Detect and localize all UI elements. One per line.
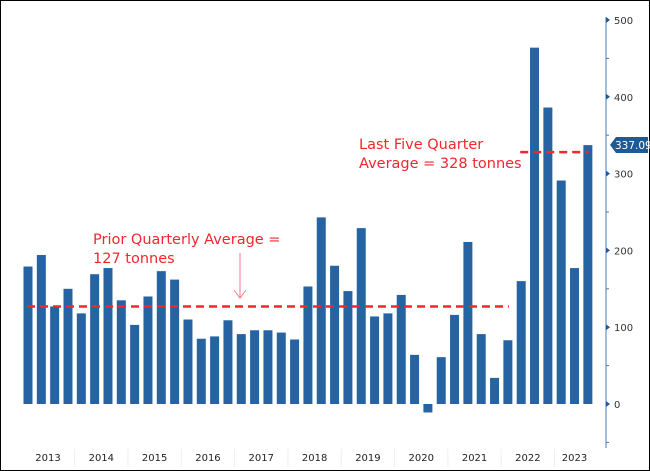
bar-2013Q1 <box>23 266 33 404</box>
x-tick-label: 2017 <box>249 453 274 464</box>
y-tick-arrow <box>606 401 610 407</box>
bar-2018Q1 <box>290 339 300 404</box>
bar-2016Q1 <box>183 319 193 404</box>
bar-2020Q1 <box>396 294 406 404</box>
y-tick-label: 500 <box>614 16 633 27</box>
bar-2014Q3 <box>103 268 113 404</box>
y-tick-arrow <box>606 17 610 23</box>
last-five-annotation-line2: Average = 328 tonnes <box>359 156 522 172</box>
bar-2019Q3 <box>370 316 380 404</box>
bar-2021Q3 <box>476 334 486 404</box>
bar-2016Q2 <box>196 338 206 404</box>
bar-2017Q3 <box>263 330 273 404</box>
x-tick-label: 2013 <box>35 453 60 464</box>
bar-2014Q2 <box>90 274 100 404</box>
x-tick-label: 2016 <box>195 453 220 464</box>
y-axis: 0 100 200 300 400 500 <box>605 16 633 448</box>
bar-2019Q1 <box>343 291 353 404</box>
bar-2021Q2 <box>463 241 473 404</box>
y-tick-label: 400 <box>614 93 633 104</box>
x-tick-label: 2023 <box>562 453 587 464</box>
bar-2021Q4 <box>490 377 500 404</box>
x-tick-label: 2015 <box>142 453 167 464</box>
bar-2017Q2 <box>250 330 260 404</box>
y-tick-label: 0 <box>614 400 620 411</box>
last-value-badge: 337.09 <box>610 137 650 153</box>
bar-2022Q1 <box>503 340 513 404</box>
prior-average-annotation-line2: 127 tonnes <box>93 251 175 267</box>
bar-2014Q4 <box>116 300 126 404</box>
last-value-label: 337.09 <box>615 140 650 152</box>
bar-2017Q1 <box>236 334 246 404</box>
bar-2019Q2 <box>356 228 366 404</box>
bar-2023Q1 <box>556 180 566 404</box>
y-tick-label: 100 <box>614 323 633 334</box>
bars-group <box>23 47 593 413</box>
y-tick-arrow <box>606 170 610 177</box>
x-tick-label: 2018 <box>302 453 327 464</box>
bar-2015Q4 <box>170 279 180 404</box>
bar-2013Q3 <box>50 306 60 404</box>
bar-2015Q3 <box>156 271 166 404</box>
bar-2022Q2 <box>516 281 526 404</box>
bar-2016Q4 <box>223 320 233 404</box>
x-tick-label: 2019 <box>355 453 380 464</box>
bar-2021Q1 <box>450 314 460 404</box>
last-five-annotation-line1: Last Five Quarter <box>359 137 483 153</box>
bar-2018Q3 <box>316 217 326 404</box>
x-tick-label: 2021 <box>462 453 487 464</box>
bar-2020Q2 <box>410 354 420 404</box>
bar-2022Q4 <box>543 107 553 404</box>
y-tick-label: 200 <box>614 246 633 257</box>
bar-2015Q1 <box>130 324 140 404</box>
x-tick-label: 2020 <box>409 453 434 464</box>
bar-2016Q3 <box>210 336 220 404</box>
bar-2023Q3 <box>583 145 593 405</box>
y-tick-arrow <box>606 247 610 254</box>
x-tick-label: 2022 <box>515 453 540 464</box>
x-axis: 2013 2014 2015 2016 2017 2018 2019 2020 2021 2022… <box>35 449 587 467</box>
x-tick-label: 2014 <box>89 453 114 464</box>
bar-2019Q4 <box>383 313 393 404</box>
y-tick-label: 300 <box>614 170 633 181</box>
bar-2015Q2 <box>143 296 153 404</box>
bar-2020Q3 <box>423 404 433 413</box>
bar-2020Q4 <box>436 357 446 404</box>
bar-2018Q2 <box>303 286 313 404</box>
bar-2017Q4 <box>276 332 286 404</box>
arrow-icon <box>233 253 247 299</box>
prior-average-annotation-line1: Prior Quarterly Average = <box>93 232 280 248</box>
bar-2013Q2 <box>36 255 46 404</box>
bar-2022Q3 <box>530 47 540 404</box>
bar-2018Q4 <box>330 265 340 404</box>
bar-2023Q2 <box>570 268 580 404</box>
reference-lines <box>27 150 589 308</box>
y-tick-arrow <box>606 324 610 331</box>
y-tick-arrow <box>606 93 610 100</box>
bar-2013Q4 <box>63 288 73 404</box>
bar-2014Q1 <box>76 313 86 404</box>
